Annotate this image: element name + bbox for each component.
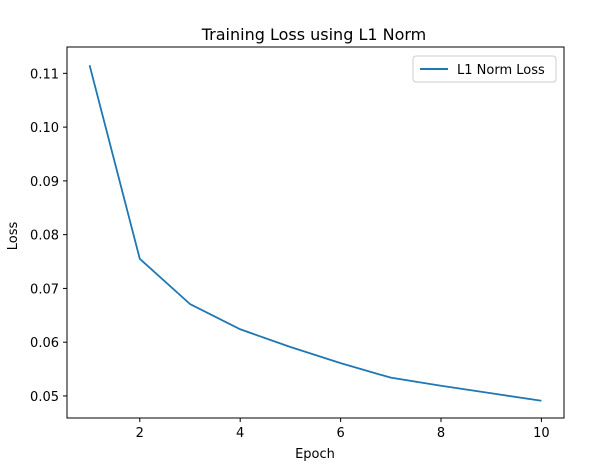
plot-area: 2 4 6 8 10 0.05 0.06 0.07 0.08 0.09 0.10 0.11 xyxy=(30,46,565,441)
series-line-l1-norm-loss xyxy=(88,65,542,402)
y-tick-label: 0.05 xyxy=(30,390,59,405)
x-axis: 2 4 6 8 10 xyxy=(136,418,550,441)
x-tick-label: 2 xyxy=(136,426,144,441)
y-tick-label: 0.10 xyxy=(30,121,59,136)
legend-label: L1 Norm Loss xyxy=(457,63,545,78)
series-layer xyxy=(88,65,542,402)
y-axis: 0.05 0.06 0.07 0.08 0.09 0.10 0.11 xyxy=(30,67,67,405)
x-tick-label: 4 xyxy=(236,426,244,441)
chart-title: Training Loss using L1 Norm xyxy=(201,25,427,44)
x-axis-label: Epoch xyxy=(295,447,335,462)
x-tick-label: 6 xyxy=(336,426,344,441)
y-tick-label: 0.11 xyxy=(30,67,59,82)
plot-frame xyxy=(66,46,565,419)
y-tick-label: 0.08 xyxy=(30,229,59,244)
y-axis-label: Loss xyxy=(6,222,21,251)
y-tick-label: 0.09 xyxy=(30,175,59,190)
x-tick-label: 8 xyxy=(437,426,445,441)
x-tick-label: 10 xyxy=(533,426,550,441)
y-tick-label: 0.06 xyxy=(30,336,59,351)
legend: L1 Norm Loss xyxy=(412,55,557,83)
y-tick-label: 0.07 xyxy=(30,282,59,297)
legend-box xyxy=(412,55,557,83)
